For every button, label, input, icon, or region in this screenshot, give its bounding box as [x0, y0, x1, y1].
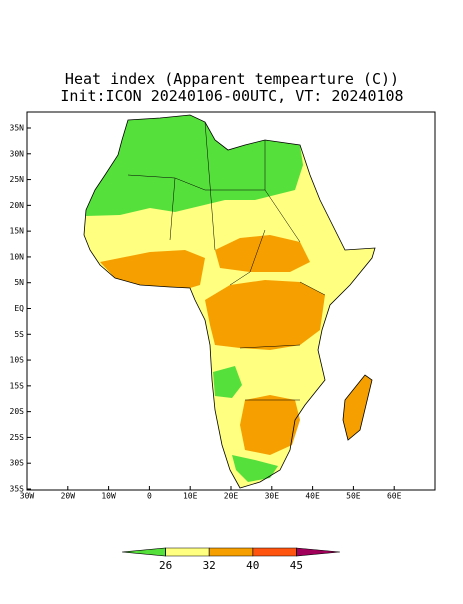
orange-south: [240, 395, 300, 455]
lat-tick-label: 20S: [10, 407, 25, 416]
lon-tick-label: 30W: [20, 492, 35, 501]
colorbar-segment: [208, 547, 254, 557]
colorbar-label: 32: [203, 559, 216, 572]
lon-tick-label: 20W: [61, 492, 76, 501]
lat-tick-label: 5S: [14, 330, 24, 339]
lon-tick-label: 10W: [101, 492, 116, 501]
lat-tick-label: 25S: [10, 433, 25, 442]
lat-tick-label: 35N: [10, 124, 25, 133]
madagascar: [342, 374, 373, 441]
colorbar-segment: [252, 547, 297, 557]
lon-tick-label: 10E: [183, 492, 198, 501]
subtitle: Init:ICON 20240106-00UTC, VT: 20240108: [60, 87, 403, 105]
lat-tick-label: 10N: [10, 252, 25, 261]
lat-tick-label: 35S: [10, 484, 25, 493]
borders: [127, 121, 326, 401]
lat-tick-label: 10S: [10, 356, 25, 365]
lon-tick-label: 60E: [387, 492, 402, 501]
title: Heat index (Apparent tempearture (C)): [65, 70, 399, 88]
lon-tick-label: 40E: [305, 492, 320, 501]
colorbar-label: 45: [290, 559, 303, 572]
orange-sudan: [215, 235, 310, 272]
lon-tick-label: 0: [147, 492, 152, 501]
orange-west: [100, 250, 205, 288]
colorbar-label: 40: [246, 559, 259, 572]
colorbar-segment: [165, 547, 210, 557]
orange-central: [205, 280, 325, 350]
lat-tick-label: 25N: [10, 175, 25, 184]
lon-tick-label: 50E: [346, 492, 361, 501]
colorbar-segment: [121, 547, 166, 557]
lat-tick-label: 30S: [10, 459, 25, 468]
green-south: [213, 366, 278, 482]
lon-tick-label: 20E: [224, 492, 239, 501]
map: [26, 111, 436, 491]
lat-tick-label: 15S: [10, 381, 25, 390]
lat-tick-label: EQ: [14, 304, 24, 313]
green-north: [86, 115, 303, 216]
land-outline: [83, 114, 376, 489]
lat-tick-label: 5N: [14, 278, 24, 287]
lat-tick-label: 15N: [10, 227, 25, 236]
lon-tick-label: 30E: [265, 492, 280, 501]
colorbar-segment: [296, 547, 341, 557]
colorbar-label: 26: [159, 559, 172, 572]
lat-tick-label: 20N: [10, 201, 25, 210]
lat-tick-label: 30N: [10, 149, 25, 158]
